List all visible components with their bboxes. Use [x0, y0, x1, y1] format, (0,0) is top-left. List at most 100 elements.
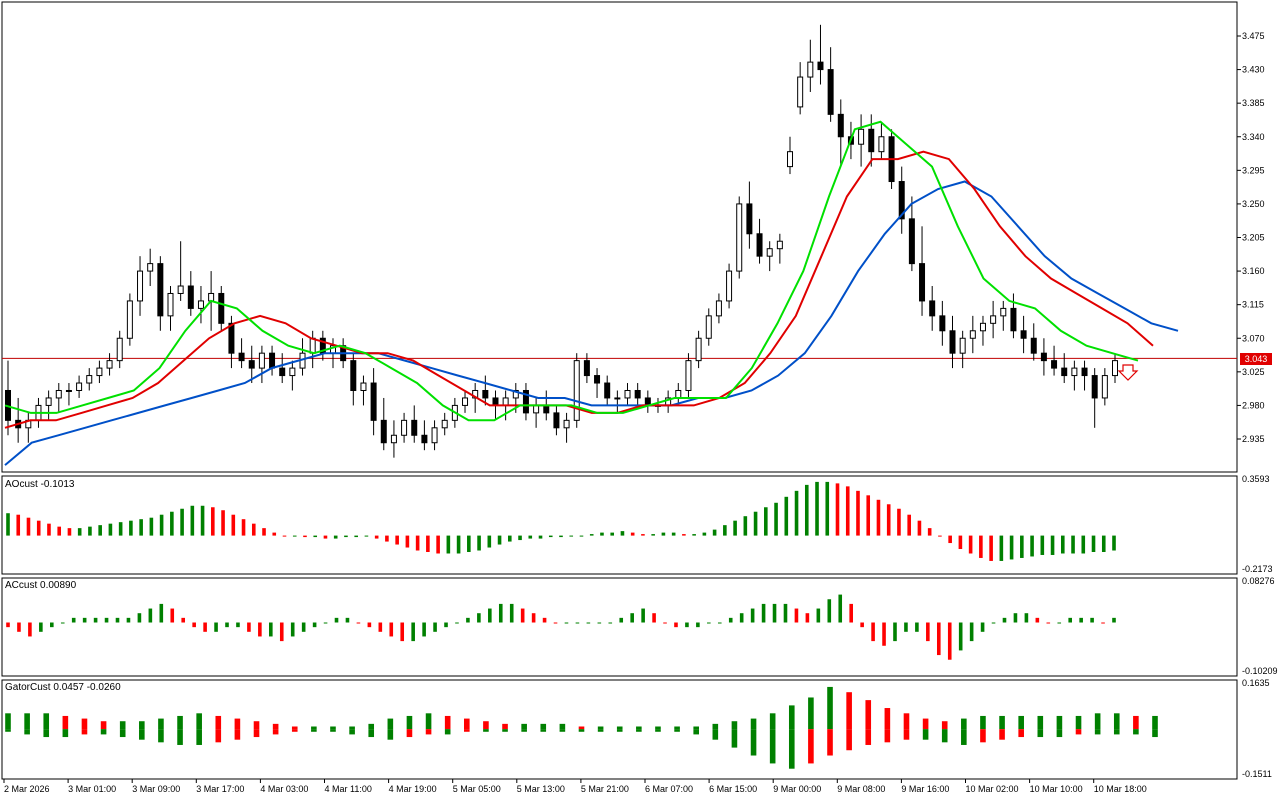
hist-bar-up [39, 622, 43, 632]
gator-upper-bar-down [483, 721, 489, 730]
gator-lower-bar-up [119, 729, 126, 738]
hist-bar-down [26, 517, 31, 536]
hist-bar-up [1050, 535, 1055, 555]
hist-bar-up [783, 603, 788, 623]
hist-bar-down [385, 535, 389, 542]
bull-candle [167, 292, 174, 317]
hist-bar-down [927, 528, 932, 536]
bull-candle [969, 330, 976, 339]
hist-bar-down [378, 622, 383, 632]
hist-bar-up [455, 622, 459, 624]
gator-upper-bar-up [769, 713, 776, 730]
x-axis-tick-label: 5 Mar 05:00 [453, 784, 501, 794]
y-axis-tick-label: 3.385 [1242, 98, 1265, 108]
bull-candle [675, 389, 682, 399]
hist-bar-down [323, 535, 328, 539]
bull-candle [289, 367, 296, 377]
gator-lower-bar-up [655, 729, 661, 732]
hist-bar-up [313, 535, 318, 538]
bear-candle [553, 412, 560, 429]
hist-bar-down [16, 514, 21, 536]
gator-upper-bar-up [616, 726, 623, 730]
hist-bar-up [518, 535, 522, 541]
gator-upper-bar-up [196, 713, 202, 730]
gator-upper-bar-down [444, 715, 451, 730]
hist-bar-down [882, 622, 886, 646]
bull-candle [1071, 367, 1078, 377]
gator-upper-bar-up [1018, 715, 1024, 730]
gator-upper-bar-up [540, 723, 547, 730]
bear-candle [482, 389, 489, 399]
hist-bar-up [685, 622, 689, 628]
ao-pane-label: AOcust -0.1013 [5, 479, 75, 490]
hist-bar-down [211, 507, 215, 536]
bull-candle [177, 285, 184, 294]
gator-upper-bar-up [655, 726, 661, 730]
gator-upper-bar-up [750, 718, 757, 730]
gator-upper-bar-up [961, 718, 967, 730]
hist-bar-down [258, 622, 262, 637]
hist-bar-up [750, 608, 755, 623]
gator-upper-bar-up [980, 715, 986, 730]
pane-ymax-label: 0.08276 [1242, 576, 1275, 586]
gator-lower-bar-down [827, 729, 833, 756]
hist-bar-down [231, 514, 236, 536]
hist-bar-up [159, 514, 164, 536]
bull-candle [462, 397, 469, 406]
gator-lower-bar-down [980, 729, 986, 743]
gator-upper-bar-down [253, 721, 260, 730]
gator-upper-bar-up [674, 726, 680, 730]
hist-bar-down [251, 523, 256, 536]
hist-bar-down [6, 622, 10, 628]
hist-bar-up [433, 622, 437, 632]
gator-pane [5, 686, 1158, 769]
ma-blue-line [4, 180, 1179, 466]
ac-pane [6, 594, 1116, 660]
bull-candle [766, 248, 773, 257]
gator-upper-bar-down [922, 718, 929, 730]
pane-frame [1, 475, 1238, 575]
hist-bar-up [579, 535, 584, 537]
hist-bar-down [303, 535, 307, 538]
gator-lower-bar-up [941, 729, 948, 743]
hist-bar-up [999, 535, 1004, 561]
bull-candle [502, 397, 509, 406]
hist-bar-up [422, 622, 426, 637]
current-price-tag: 3.043 [1240, 353, 1272, 365]
hist-bar-up [696, 622, 700, 628]
bull-candle [1112, 360, 1118, 377]
gator-upper-bar-down [62, 715, 69, 730]
bull-candle [441, 419, 448, 429]
bull-candle [401, 419, 408, 436]
bull-candle [431, 427, 438, 444]
hist-bar-up [661, 532, 666, 536]
gator-upper-bar-up [597, 726, 604, 730]
y-axis-tick-label: 3.250 [1242, 199, 1265, 209]
hist-bar-down [192, 622, 196, 628]
bull-candle [360, 382, 367, 391]
hist-bar-up [1009, 535, 1014, 560]
bull-candle [137, 270, 144, 302]
hist-bar-up [290, 622, 295, 637]
hist-bar-up [411, 622, 415, 642]
bull-candle [573, 360, 580, 421]
gator-upper-bar-up [43, 713, 50, 730]
bear-candle [949, 330, 956, 354]
y-axis-tick-label: 3.070 [1242, 333, 1265, 343]
pane-ymin-label: -0.10209 [1242, 666, 1278, 676]
hist-bar-down [866, 495, 871, 536]
hist-bar-up [477, 535, 481, 551]
hist-bar-up [559, 535, 563, 538]
bull-candle [147, 263, 154, 272]
bear-candle [817, 61, 824, 71]
gator-lower-bar-up [43, 729, 50, 738]
hist-bar-up [733, 520, 737, 536]
gator-lower-bar-up [731, 729, 738, 748]
hist-bar-down [400, 622, 405, 642]
hist-bar-up [149, 517, 154, 536]
gator-lower-bar-down [425, 729, 432, 735]
gator-lower-bar-down [1075, 729, 1082, 735]
x-axis-tick-label: 2 Mar 2026 [4, 784, 50, 794]
bull-candle [858, 128, 865, 145]
